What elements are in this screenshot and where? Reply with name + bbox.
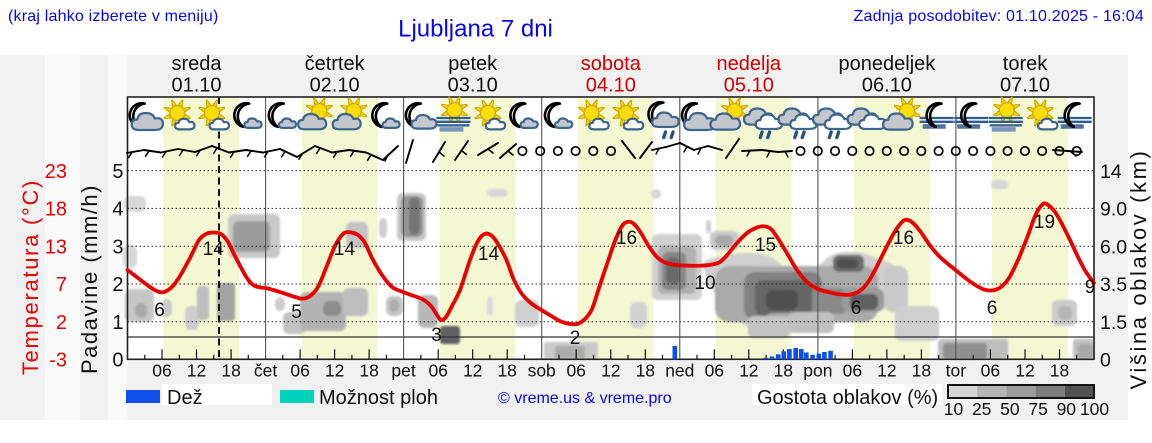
- svg-text:4: 4: [112, 199, 123, 221]
- svg-text:Dež: Dež: [167, 387, 203, 409]
- svg-text:5: 5: [112, 161, 123, 183]
- svg-text:50: 50: [1000, 399, 1020, 419]
- svg-text:05.10: 05.10: [724, 75, 774, 97]
- svg-text:18: 18: [912, 361, 931, 381]
- svg-text:12: 12: [877, 361, 896, 381]
- svg-text:1: 1: [112, 312, 123, 334]
- svg-text:12: 12: [1015, 361, 1034, 381]
- svg-text:0: 0: [1100, 350, 1111, 372]
- svg-text:0: 0: [112, 350, 123, 372]
- svg-text:Temperatura (°C): Temperatura (°C): [18, 179, 43, 375]
- svg-text:04.10: 04.10: [586, 75, 636, 97]
- svg-text:18: 18: [359, 361, 378, 381]
- svg-text:18: 18: [774, 361, 793, 381]
- svg-text:02.10: 02.10: [310, 75, 360, 97]
- svg-text:19: 19: [1034, 212, 1055, 233]
- svg-text:03.10: 03.10: [448, 75, 498, 97]
- svg-text:6: 6: [851, 298, 862, 319]
- svg-text:čet: čet: [254, 361, 277, 381]
- svg-text:3: 3: [431, 325, 442, 346]
- svg-text:16: 16: [893, 228, 914, 249]
- svg-text:četrtek: četrtek: [305, 53, 366, 75]
- svg-text:14: 14: [334, 239, 356, 260]
- svg-text:12: 12: [187, 361, 206, 381]
- svg-text:nedelja: nedelja: [717, 53, 782, 75]
- svg-text:ned: ned: [665, 361, 694, 381]
- svg-text:7: 7: [56, 274, 67, 296]
- svg-text:1.5: 1.5: [1100, 312, 1127, 334]
- svg-text:23: 23: [45, 161, 67, 183]
- svg-text:Padavine (mm/h): Padavine (mm/h): [77, 184, 102, 374]
- svg-text:Gostota oblakov (%): Gostota oblakov (%): [757, 387, 938, 409]
- svg-text:ponedeljek: ponedeljek: [839, 53, 937, 75]
- svg-text:06: 06: [981, 361, 1000, 381]
- svg-text:01.10: 01.10: [171, 75, 221, 97]
- svg-text:18: 18: [1050, 361, 1069, 381]
- svg-text:06.10: 06.10: [862, 75, 912, 97]
- svg-text:9.0: 9.0: [1100, 199, 1127, 221]
- svg-text:9: 9: [1085, 277, 1096, 298]
- svg-text:12: 12: [739, 361, 758, 381]
- svg-text:10: 10: [944, 399, 964, 419]
- svg-text:06: 06: [290, 361, 309, 381]
- svg-text:06: 06: [428, 361, 447, 381]
- svg-text:Zadnja posodobitev: 01.10.2025: Zadnja posodobitev: 01.10.2025 - 16:04: [854, 8, 1144, 25]
- svg-text:100: 100: [1080, 399, 1109, 419]
- svg-text:14: 14: [1100, 161, 1122, 183]
- svg-text:90: 90: [1057, 399, 1077, 419]
- svg-text:2: 2: [56, 312, 67, 334]
- svg-text:Ljubljana 7 dni: Ljubljana 7 dni: [398, 16, 553, 43]
- svg-text:sreda: sreda: [171, 53, 222, 75]
- svg-text:16: 16: [616, 228, 637, 249]
- svg-text:14: 14: [203, 239, 225, 260]
- svg-text:6.0: 6.0: [1100, 236, 1127, 258]
- svg-text:© vreme.us & vreme.pro: © vreme.us & vreme.pro: [498, 390, 672, 407]
- svg-text:06: 06: [705, 361, 724, 381]
- svg-text:6: 6: [154, 300, 165, 321]
- svg-text:Višina oblakov (km): Višina oblakov (km): [1126, 149, 1151, 390]
- svg-text:12: 12: [463, 361, 482, 381]
- svg-text:3.5: 3.5: [1100, 274, 1127, 296]
- svg-text:12: 12: [325, 361, 344, 381]
- svg-text:13: 13: [45, 236, 67, 258]
- svg-text:07.10: 07.10: [1000, 75, 1050, 97]
- svg-text:sob: sob: [528, 361, 556, 381]
- svg-text:6: 6: [987, 298, 998, 319]
- svg-text:(kraj lahko izberete v meniju): (kraj lahko izberete v meniju): [8, 8, 219, 25]
- svg-text:18: 18: [497, 361, 516, 381]
- svg-text:2: 2: [570, 328, 581, 349]
- svg-text:18: 18: [221, 361, 240, 381]
- svg-text:3: 3: [112, 236, 123, 258]
- svg-text:18: 18: [636, 361, 655, 381]
- svg-text:2: 2: [112, 274, 123, 296]
- svg-text:torek: torek: [1003, 53, 1048, 75]
- svg-text:tor: tor: [946, 361, 967, 381]
- svg-text:-3: -3: [49, 350, 67, 372]
- svg-text:06: 06: [566, 361, 585, 381]
- svg-text:Možnost ploh: Možnost ploh: [319, 387, 438, 409]
- svg-text:75: 75: [1028, 399, 1047, 419]
- svg-text:25: 25: [972, 399, 991, 419]
- svg-text:06: 06: [843, 361, 862, 381]
- svg-text:10: 10: [694, 273, 715, 294]
- svg-text:15: 15: [755, 235, 776, 256]
- svg-text:petek: petek: [448, 53, 498, 75]
- svg-text:5: 5: [291, 302, 302, 323]
- svg-text:12: 12: [601, 361, 620, 381]
- svg-text:14: 14: [478, 244, 500, 265]
- svg-text:pet: pet: [391, 361, 415, 381]
- svg-text:18: 18: [45, 199, 67, 221]
- svg-text:sobota: sobota: [581, 53, 642, 75]
- svg-text:pon: pon: [803, 361, 832, 381]
- svg-text:06: 06: [152, 361, 171, 381]
